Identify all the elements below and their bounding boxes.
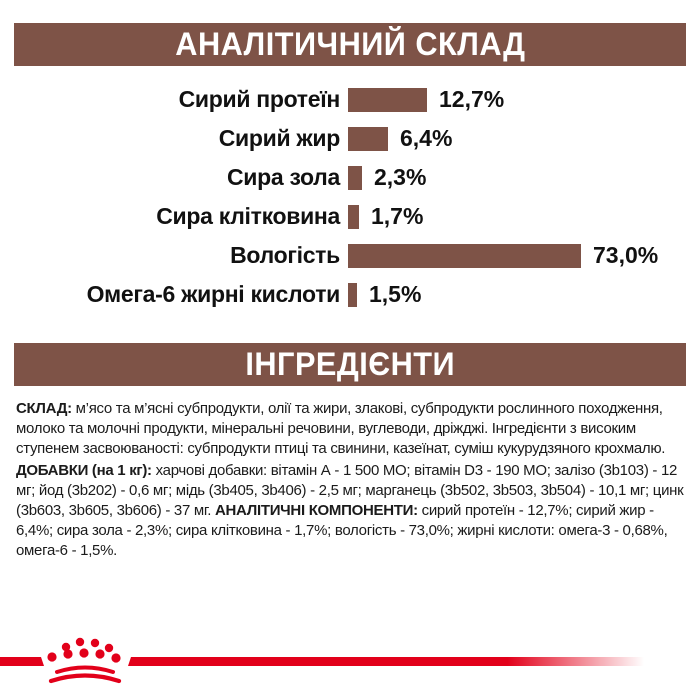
chart-value: 12,7% bbox=[439, 86, 505, 112]
chart-label: Сира зола bbox=[226, 164, 340, 190]
chart-value: 1,7% bbox=[371, 203, 424, 229]
chart-value: 73,0% bbox=[593, 242, 659, 268]
chart-label: Сирий протеїн bbox=[178, 86, 341, 112]
chart-bar bbox=[348, 282, 357, 307]
chart-row: Сира клітковина 1,7% bbox=[0, 197, 700, 236]
analytical-composition-header: АНАЛІТИЧНИЙ СКЛАД bbox=[14, 23, 686, 66]
ingredients-title: ІНГРЕДІЄНТИ bbox=[245, 346, 455, 382]
chart-bar bbox=[348, 165, 362, 190]
additives-paragraph: ДОБАВКИ (на 1 кг): харчові добавки: віта… bbox=[16, 461, 686, 561]
text-segment: м’ясо та м’ясні субпродукти, олії та жир… bbox=[16, 400, 666, 457]
chart-label: Сирий жир bbox=[218, 125, 341, 151]
text-segment-bold: СКЛАД: bbox=[16, 400, 76, 417]
chart-label: Сира клітковина bbox=[156, 203, 340, 229]
text-segment: харчові добавки: вітамін А - 1 500 МО; в… bbox=[16, 462, 684, 519]
chart-row: Сирий жир 6,4% bbox=[0, 119, 700, 158]
text-segment: сирий протеїн - 12,7%; сирий жир - 6,4%;… bbox=[16, 502, 668, 559]
chart-bar bbox=[348, 126, 388, 151]
chart-label: Омега-6 жирні кислоти bbox=[86, 281, 341, 307]
chart-value: 1,5% bbox=[369, 281, 422, 307]
ingredients-header: ІНГРЕДІЄНТИ bbox=[14, 343, 686, 386]
chart-bar bbox=[348, 243, 581, 268]
text-segment-bold: ДОБАВКИ (на 1 кг): bbox=[16, 462, 156, 479]
composition-paragraph: СКЛАД: м’ясо та м’ясні субпродукти, олії… bbox=[16, 399, 686, 459]
chart-value: 2,3% bbox=[374, 164, 427, 190]
chart-row: Вологість 73,0% bbox=[0, 236, 700, 275]
logo-line-right bbox=[128, 657, 655, 666]
chart-row: Сира зола 2,3% bbox=[0, 158, 700, 197]
analytical-composition-chart: Сирий протеїн 12,7% Сирий жир 6,4% Сира зола… bbox=[0, 80, 700, 314]
analytical-composition-title: АНАЛІТИЧНИЙ СКЛАД bbox=[174, 26, 526, 62]
chart-bar bbox=[348, 204, 359, 229]
text-segment-bold: АНАЛІТИЧНІ КОМПОНЕНТИ: bbox=[214, 502, 422, 519]
chart-row: Сирий протеїн 12,7% bbox=[0, 80, 700, 119]
chart-row: Омега-6 жирні кислоти 1,5% bbox=[0, 275, 700, 314]
logo-line-left bbox=[0, 657, 44, 666]
chart-bar bbox=[348, 87, 427, 112]
chart-value: 6,4% bbox=[400, 125, 453, 151]
crown-icon bbox=[47, 637, 122, 684]
chart-label: Вологість bbox=[230, 242, 340, 268]
